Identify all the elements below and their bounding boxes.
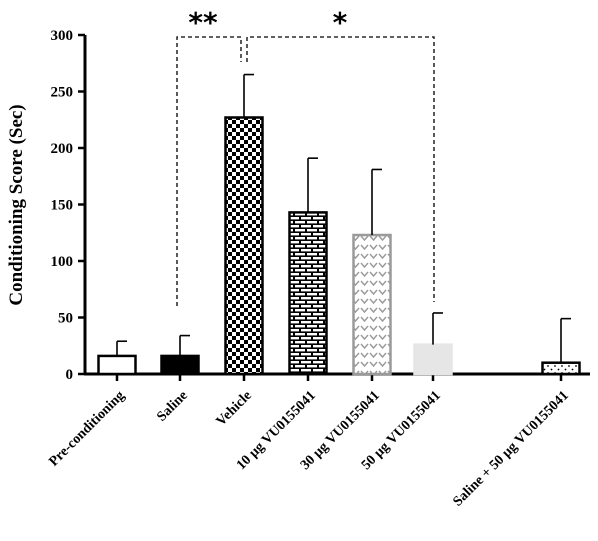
y-axis-title: Conditioning Score (Sec): [6, 104, 27, 305]
bars: [97, 116, 581, 376]
error-bars: [116, 73, 571, 363]
significance-bracket-1: *: [246, 6, 435, 302]
x-category-label: Saline: [154, 388, 190, 424]
error-bar-4: [371, 168, 382, 236]
y-tick-label: 200: [51, 141, 74, 157]
x-category-label: Pre-conditioning: [46, 388, 127, 469]
significance-brackets: ** *: [176, 6, 435, 306]
error-bar-3: [307, 157, 318, 213]
error-bar-6: [560, 317, 571, 363]
y-tick-label: 100: [51, 254, 74, 270]
bar-1: [160, 354, 200, 376]
x-axis: [84, 372, 590, 381]
significance-bracket-0: **: [176, 6, 242, 306]
bar-6: [541, 361, 581, 376]
x-category-label: Saline + 50 µg VU0155041: [451, 388, 572, 509]
error-bar-0: [116, 340, 127, 356]
y-tick-label: 150: [51, 198, 74, 214]
significance-label: *: [333, 6, 348, 39]
error-bar-1: [179, 334, 190, 356]
significance-label: **: [188, 6, 218, 39]
bar-0: [97, 354, 137, 376]
y-tick-label: 0: [66, 367, 74, 383]
y-tick-label: 250: [51, 85, 74, 101]
bar-4: [352, 233, 392, 376]
bar-2: [224, 116, 264, 376]
error-bar-5: [432, 312, 443, 345]
y-axis: 0 50 100 150 200 250 300: [51, 28, 87, 383]
bar-3: [288, 211, 328, 376]
y-tick-label: 50: [58, 311, 73, 327]
error-bar-2: [243, 73, 254, 118]
bar-5: [413, 343, 453, 376]
y-tick-label: 300: [51, 28, 74, 44]
x-category-label: Vehicle: [214, 388, 255, 429]
